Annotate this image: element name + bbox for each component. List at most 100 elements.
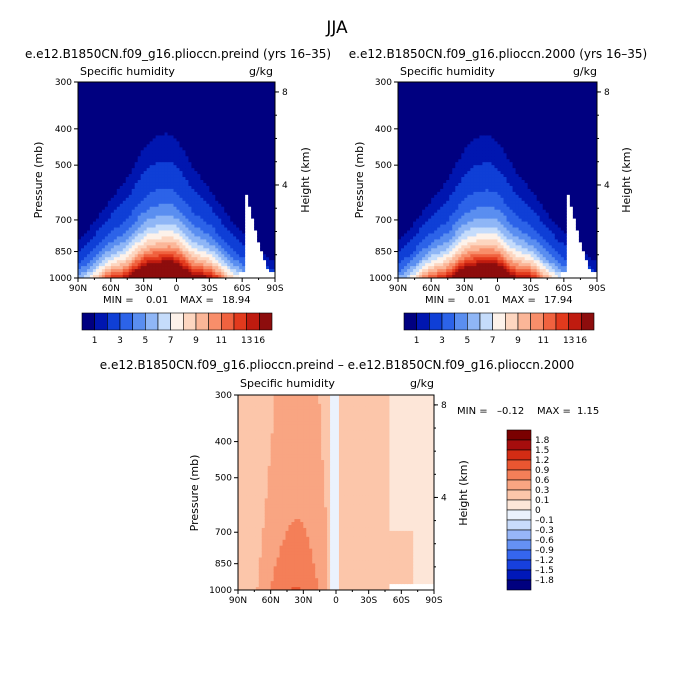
colorbar-swatch: [416, 312, 430, 331]
x-tick-label: 60N: [422, 284, 440, 294]
colorbar-swatch: [506, 559, 532, 571]
y-tick-label: 400: [55, 125, 72, 135]
colorbar-swatch: [259, 312, 273, 331]
x-tick-label: 30S: [360, 596, 377, 606]
panel-2000-left-label: Specific humidity: [400, 65, 495, 78]
colorbar-swatch: [479, 312, 493, 331]
colorbar-swatch: [157, 312, 171, 331]
y2-tick-label: 8: [282, 88, 288, 98]
panel-preind-ylabel-right: Height (km): [299, 147, 312, 213]
colorbar-label: 7: [168, 336, 174, 346]
colorbar-swatch: [506, 449, 532, 461]
colorbar-swatch: [208, 312, 222, 331]
panel-2000-title: e.e12.B1850CN.f09_g16.plioccn.2000 (yrs …: [349, 47, 647, 61]
colorbar-label: 16: [576, 336, 588, 346]
colorbar-label: –0.6: [535, 536, 554, 546]
x-tick-label: 90S: [588, 284, 605, 294]
colorbar-swatch: [195, 312, 209, 331]
panel-2000-min-value: 0.01: [468, 295, 490, 306]
colorbar-swatch: [221, 312, 235, 331]
colorbar-swatch: [506, 429, 532, 441]
x-tick-label: 90N: [389, 284, 407, 294]
contour-field: [238, 395, 435, 591]
colorbar-label: –0.9: [535, 546, 554, 556]
x-tick-label: 30S: [522, 284, 539, 294]
y2-tick-label: 4: [441, 493, 447, 503]
colorbar-swatch: [246, 312, 260, 331]
y-tick-label: 300: [215, 391, 232, 401]
colorbar-swatch: [107, 312, 121, 331]
y-tick-label: 500: [215, 474, 232, 484]
y-tick-label: 700: [215, 528, 232, 538]
y-tick-label: 1000: [209, 586, 232, 596]
panel-diff-plot: 300 400 500 700 850 1000 8 4 90N 60N 30N 0 30S 60S 90S: [209, 391, 447, 606]
colorbar-label: 5: [464, 336, 470, 346]
y2-tick-label: 8: [604, 88, 610, 98]
colorbar-label: 13: [563, 336, 574, 346]
contour-field: [398, 82, 598, 279]
x-tick-label: 30S: [201, 284, 218, 294]
panel-2000-ylabel: Pressure (mb): [353, 142, 366, 219]
colorbar-label: 0.3: [535, 486, 549, 496]
colorbar-swatch: [145, 312, 159, 331]
colorbar-label: 0.9: [535, 466, 550, 476]
colorbar-label: 5: [142, 336, 148, 346]
colorbar-label: –0.1: [535, 516, 554, 526]
x-tick-label: 0: [333, 596, 339, 606]
colorbar-swatch: [568, 312, 582, 331]
colorbar-swatch: [506, 489, 532, 501]
y-tick-label: 300: [55, 78, 72, 88]
colorbar-label: –1.8: [535, 576, 554, 586]
colorbar-swatch: [81, 312, 95, 331]
panel-diff-ylabel: Pressure (mb): [188, 455, 201, 532]
colorbar-swatch: [94, 312, 108, 331]
colorbar-swatch: [505, 312, 519, 331]
y-tick-label: 300: [375, 78, 392, 88]
panel-2000-ylabel-right: Height (km): [620, 147, 633, 213]
figure-title: JJA: [325, 18, 348, 38]
y2-tick-label: 8: [441, 401, 447, 411]
panel-2000-max-value: 17.94: [544, 295, 573, 306]
panel-preind-min-label: MIN =: [103, 295, 134, 306]
colorbar-label: 1: [414, 336, 420, 346]
colorbar-label: –1.2: [535, 556, 554, 566]
panel-preind-max-value: 18.94: [222, 295, 251, 306]
y-tick-label: 1000: [49, 274, 72, 284]
panel-diff-ylabel-right: Height (km): [457, 460, 470, 526]
colorbar-swatch: [506, 519, 532, 531]
y2-tick-label: 4: [282, 181, 288, 191]
x-tick-label: 0: [495, 284, 501, 294]
x-tick-label: 60S: [234, 284, 251, 294]
panel-diff-title: e.e12.B1850CN.f09_g16.plioccn.preind – e…: [100, 358, 574, 372]
panel-2000-units: g/kg: [573, 65, 597, 78]
panel-preind-max-label: MAX =: [180, 295, 214, 306]
colorbar-swatch: [506, 469, 532, 481]
y-tick-label: 700: [55, 216, 72, 226]
x-tick-label: 0: [174, 284, 180, 294]
y-tick-label: 850: [55, 248, 72, 258]
x-tick-label: 60N: [102, 284, 120, 294]
panel-preind-units: g/kg: [249, 65, 273, 78]
panel-preind-min-value: 0.01: [146, 295, 168, 306]
contour-field: [78, 82, 276, 279]
colorbar-swatch: [119, 312, 133, 331]
panel-2000-plot: 300 400 500 700 850 1000 8 4 90N 60N 30N 0 30S 60S 90S: [369, 78, 610, 294]
panel-preind-ylabel: Pressure (mb): [32, 142, 45, 219]
panel-preind-colorbar: 1 3 5 7 9 11 13 16: [81, 312, 273, 346]
colorbar-swatch: [467, 312, 481, 331]
x-tick-label: 90S: [266, 284, 283, 294]
colorbar-label: 1.2: [535, 456, 549, 466]
colorbar-swatch: [506, 539, 532, 551]
x-tick-label: 90S: [425, 596, 442, 606]
colorbar-swatch: [506, 509, 532, 521]
panel-preind: e.e12.B1850CN.f09_g16.plioccn.preind (yr…: [25, 47, 331, 346]
y-tick-label: 400: [375, 125, 392, 135]
panel-2000: e.e12.B1850CN.f09_g16.plioccn.2000 (yrs …: [349, 47, 647, 346]
colorbar-swatch: [506, 479, 532, 491]
colorbar-label: 11: [538, 336, 549, 346]
colorbar-label: 9: [193, 336, 199, 346]
x-tick-label: 90N: [69, 284, 87, 294]
colorbar-label: 1.5: [535, 446, 549, 456]
x-tick-label: 30N: [135, 284, 153, 294]
colorbar-swatch: [492, 312, 506, 331]
